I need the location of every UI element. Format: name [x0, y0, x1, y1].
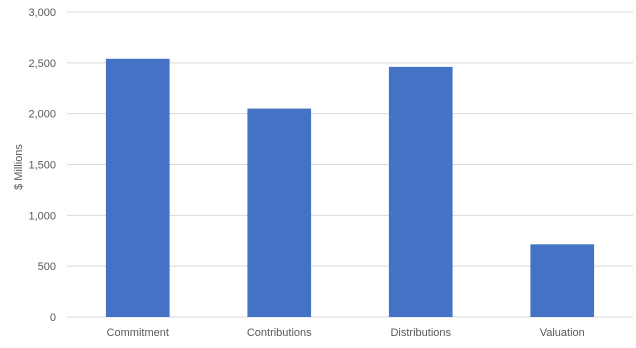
bar-valuation: [530, 244, 595, 317]
x-axis-ticks: Commitment Contributions Distributions Valu…: [107, 327, 585, 339]
x-tick-label: Commitment: [107, 327, 169, 339]
y-tick-label: 0: [50, 312, 56, 324]
bars: [105, 58, 595, 318]
bar-distributions: [388, 66, 453, 318]
bar-contributions: [247, 108, 312, 317]
y-tick-label: 1,500: [28, 160, 56, 172]
x-tick-label: Valuation: [540, 327, 585, 339]
y-tick-label: 1,000: [28, 210, 56, 222]
y-axis-ticks: 0 500 1,000 1,500 2,000 2,500 3,000: [28, 7, 56, 324]
bar-commitment: [105, 58, 170, 318]
x-tick-label: Contributions: [247, 327, 312, 339]
y-tick-label: 500: [38, 261, 56, 273]
y-tick-label: 3,000: [28, 7, 56, 19]
y-tick-label: 2,500: [28, 58, 56, 70]
x-tick-label: Distributions: [390, 327, 451, 339]
y-tick-label: 2,000: [28, 109, 56, 121]
y-axis-label: $ Millions: [13, 144, 25, 190]
